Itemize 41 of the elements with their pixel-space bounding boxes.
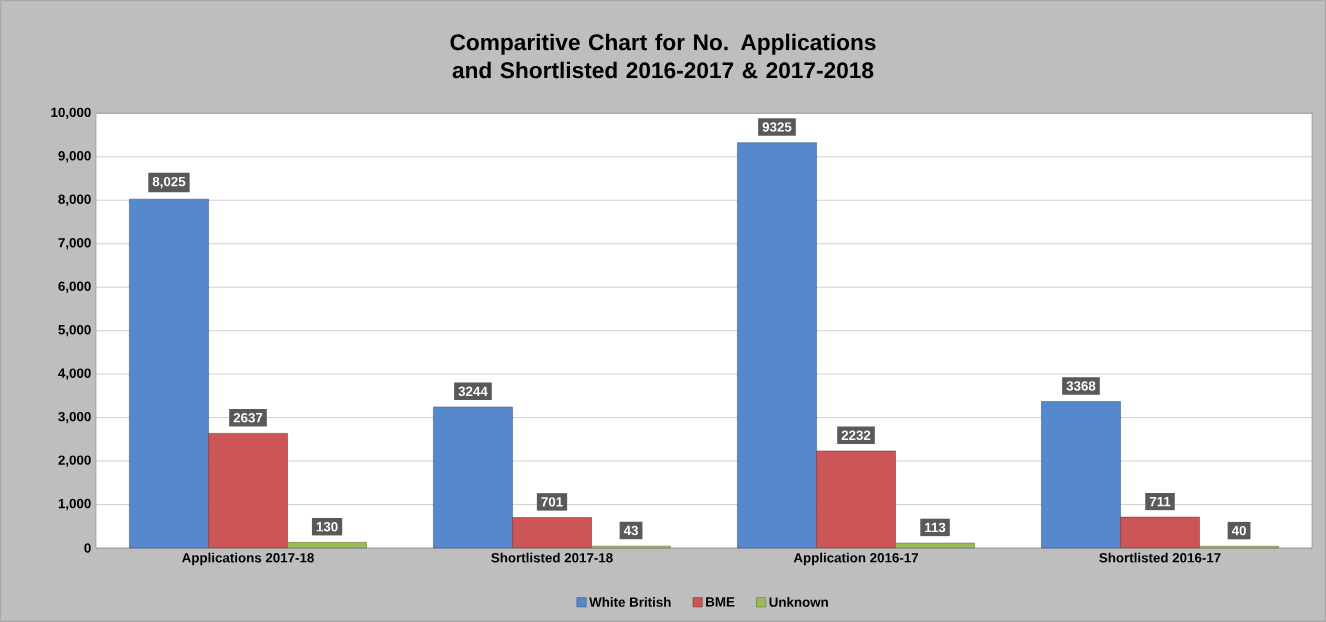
y-tick-label: 10,000 — [51, 107, 91, 120]
data-label: 9325 — [762, 122, 792, 132]
data-label: 2637 — [233, 412, 263, 423]
y-tick-label: 1,000 — [58, 498, 91, 511]
x-tick-label: Application 2016-17 — [793, 552, 919, 566]
y-tick-label: 9,000 — [58, 151, 91, 163]
data-label: 711 — [1149, 496, 1171, 507]
data-label: 40 — [1231, 525, 1246, 536]
legend-label: Unknown — [769, 597, 828, 607]
x-tick-label: Applications 2017-18 — [182, 552, 314, 566]
bar — [816, 450, 896, 549]
y-tick-label: 5,000 — [58, 324, 91, 337]
y-tick-label: 6,000 — [58, 281, 91, 293]
y-tick-label: 3,000 — [58, 411, 91, 424]
bar — [433, 406, 513, 549]
legend-label: BME — [706, 597, 735, 607]
data-label: 43 — [623, 525, 638, 536]
bar — [737, 142, 817, 549]
y-tick-label: 0 — [84, 543, 91, 553]
chart-title: Comparitive Chart for No. Applications and Shortlisted 2016-2017 & 2017-2018 — [450, 33, 876, 79]
y-tick-label: 7,000 — [58, 238, 91, 250]
bar — [1120, 516, 1200, 549]
y-tick-label: 2,000 — [58, 455, 91, 467]
bar — [512, 517, 592, 549]
bar — [129, 198, 209, 549]
bar — [1041, 401, 1121, 549]
data-label: 2232 — [841, 430, 871, 441]
data-label: 8,025 — [152, 176, 186, 189]
y-tick-label: 8,000 — [58, 194, 91, 206]
bar — [895, 542, 975, 549]
data-label: 3244 — [458, 386, 488, 397]
data-label: 113 — [925, 522, 946, 533]
data-label: 130 — [316, 521, 338, 532]
bar — [287, 542, 367, 549]
data-label: 701 — [541, 497, 563, 507]
data-label: 3368 — [1066, 381, 1096, 391]
legend-label: White British — [589, 597, 671, 607]
bar — [208, 433, 288, 549]
x-tick-label: Shortlisted 2016-17 — [1099, 552, 1221, 563]
x-tick-label: Shortlisted 2017-18 — [491, 552, 613, 563]
y-tick-label: 4,000 — [58, 368, 91, 380]
